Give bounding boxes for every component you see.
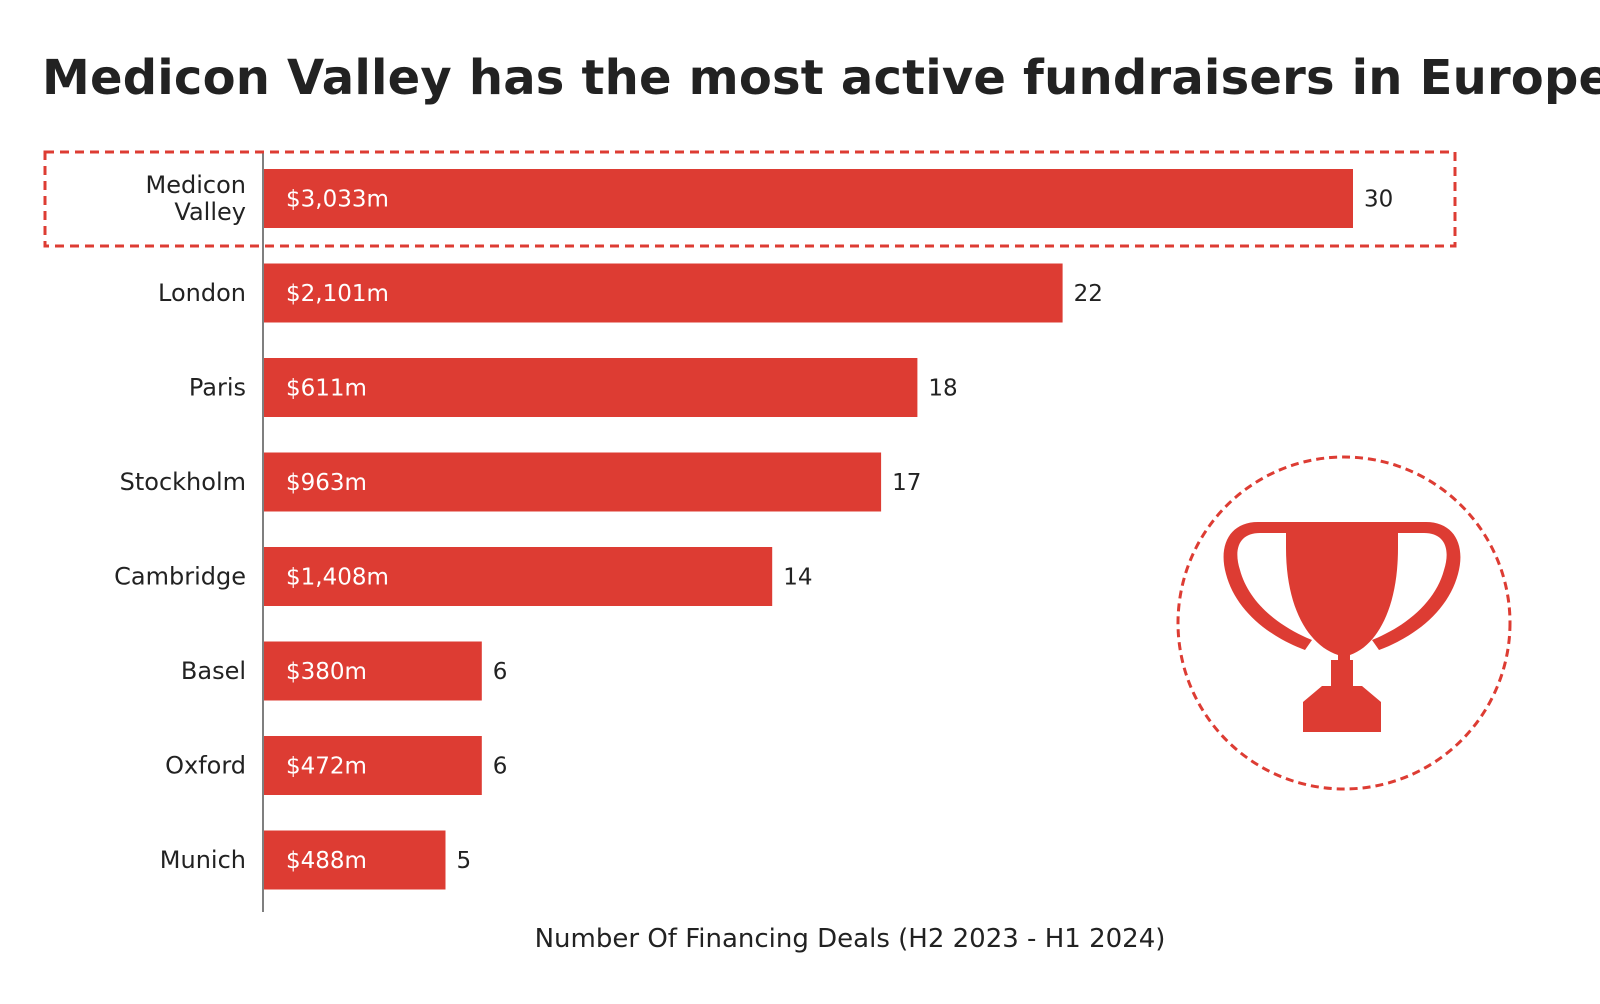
bar-medicon-valley (264, 169, 1353, 228)
bar-amount-label: $963m (286, 470, 367, 496)
bar-amount-label: $1,408m (286, 565, 389, 591)
bar-amount-label: $488m (286, 848, 367, 874)
bar-value-label: 30 (1364, 187, 1393, 213)
x-axis-label: Number Of Financing Deals (H2 2023 - H1 … (534, 924, 1166, 954)
bar-paris (264, 358, 918, 417)
bars-layer: $3,033m 30 $2,101m 22 $611m 18 $963m 17 $1,408m 1… (264, 169, 1393, 890)
bar-amount-label: $611m (286, 376, 367, 402)
category-label: Medicon (146, 171, 246, 199)
bar-value-label: 17 (892, 470, 921, 496)
bar-value-label: 6 (493, 659, 508, 685)
bar-amount-label: $472m (286, 754, 367, 780)
bar-value-label: 5 (457, 848, 472, 874)
bar-value-label: 6 (493, 754, 508, 780)
category-label: Oxford (165, 752, 246, 780)
bar-london (264, 263, 1063, 323)
bar-munich (264, 830, 446, 890)
bar-oxford (264, 736, 482, 795)
category-label: Stockholm (120, 468, 246, 496)
bar-amount-label: $3,033m (286, 187, 389, 213)
bar-value-label: 22 (1074, 281, 1103, 307)
category-label: London (158, 279, 246, 307)
bar-value-label: 14 (783, 565, 812, 591)
bar-value-label: 18 (928, 376, 957, 402)
category-label: Valley (174, 198, 246, 226)
category-label: Cambridge (114, 563, 246, 591)
bar-amount-label: $380m (286, 659, 367, 685)
bar-cambridge (264, 547, 773, 606)
category-label: Paris (189, 374, 246, 402)
trophy-badge (1176, 455, 1512, 791)
category-label: Basel (181, 657, 246, 685)
bar-amount-label: $2,101m (286, 281, 389, 307)
chart-title: Medicon Valley has the most active fundr… (42, 50, 1600, 106)
trophy-badge-ring (1176, 455, 1512, 791)
bar-stockholm (264, 452, 882, 512)
bar-basel (264, 641, 482, 701)
category-label: Munich (160, 846, 246, 874)
trophy-icon (1223, 522, 1461, 732)
highlight-box (43, 150, 1457, 248)
